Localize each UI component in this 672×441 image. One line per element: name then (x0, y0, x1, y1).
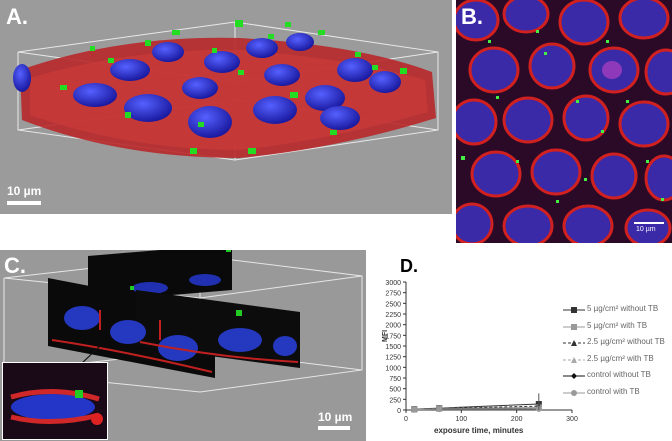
panel-c-image (3, 250, 363, 393)
x-tick-label: 0 (404, 416, 408, 423)
y-tick-label: 2000 (385, 323, 401, 330)
legend-marker (571, 323, 577, 330)
panel-a-scalebar (7, 201, 41, 205)
legend-entry: control with TB (587, 386, 640, 396)
panel-a-image (13, 20, 439, 161)
legend-swatch (563, 307, 585, 313)
legend-marker (571, 389, 577, 396)
legend-entry: 2.5 µg/cm² with TB (587, 353, 654, 363)
y-tick-label: 2250 (385, 312, 401, 319)
panel-a-label: A. (6, 4, 28, 29)
x-tick-label: 100 (455, 416, 467, 423)
legend-swatch (563, 323, 585, 330)
y-tick-label: 250 (389, 397, 401, 404)
data-point (411, 406, 418, 413)
panel-c-inset-image (3, 363, 107, 439)
legend-entry: 5 µg/cm² with TB (587, 320, 648, 330)
legend-swatch (563, 373, 585, 379)
panel-c-scalebar-label: 10 µm (318, 410, 353, 424)
y-tick-label: 1000 (385, 365, 401, 372)
legend-marker (571, 373, 577, 379)
y-tick-label: 2500 (385, 301, 401, 308)
y-tick-label: 1750 (385, 333, 401, 340)
panel-c-scalebar (318, 426, 350, 430)
panel-a-3d-render: A. 10 µm (0, 0, 452, 214)
y-tick-label: 1500 (385, 344, 401, 351)
panel-d-chart: D. 0 250 500 750 1000 1250 1500 1750 2000 2250 250… (366, 250, 672, 441)
x-tick-label: 300 (566, 416, 578, 423)
panel-c-inset (2, 362, 108, 440)
panel-b-scalebar (634, 222, 664, 224)
y-axis-label: MFI (382, 329, 389, 342)
panel-b-scalebar-label: 10 µm (636, 226, 656, 233)
series-line (414, 407, 539, 411)
y-tick-label: 2750 (385, 291, 401, 298)
panel-b-confocal-image: B. 10 µm (456, 0, 672, 243)
x-axis-label: exposure time, minutes (434, 426, 524, 435)
legend-marker (571, 356, 577, 363)
legend-entry: control without TB (587, 370, 651, 379)
series-5 (411, 405, 542, 413)
legend-swatch (563, 340, 585, 346)
y-tick-label: 0 (397, 408, 401, 415)
y-tick-label: 1250 (385, 355, 401, 362)
legend-swatch (563, 389, 585, 396)
panel-a-scalebar-label: 10 µm (7, 184, 42, 198)
legend-swatch (563, 356, 585, 363)
legend-marker (571, 307, 577, 313)
series-line (414, 405, 539, 410)
legend-entry: 5 µg/cm² without TB (587, 304, 659, 313)
legend-entry: 2.5 µg/cm² without TB (587, 337, 665, 346)
x-tick-label: 200 (511, 416, 523, 423)
data-point (436, 406, 443, 413)
legend-marker (571, 340, 577, 346)
y-tick-label: 3000 (385, 280, 401, 287)
panel-b-label: B. (461, 4, 483, 29)
mfi-line-chart: 0250500750100012501500175020002250250027… (385, 280, 578, 423)
y-tick-label: 500 (389, 387, 401, 394)
panel-c-label: C. (4, 253, 26, 278)
panel-d-label: D. (400, 256, 418, 276)
panel-b-image (456, 0, 672, 243)
panel-c-orthogonal-views: C. 10 µm (0, 250, 366, 441)
y-tick-label: 750 (389, 376, 401, 383)
